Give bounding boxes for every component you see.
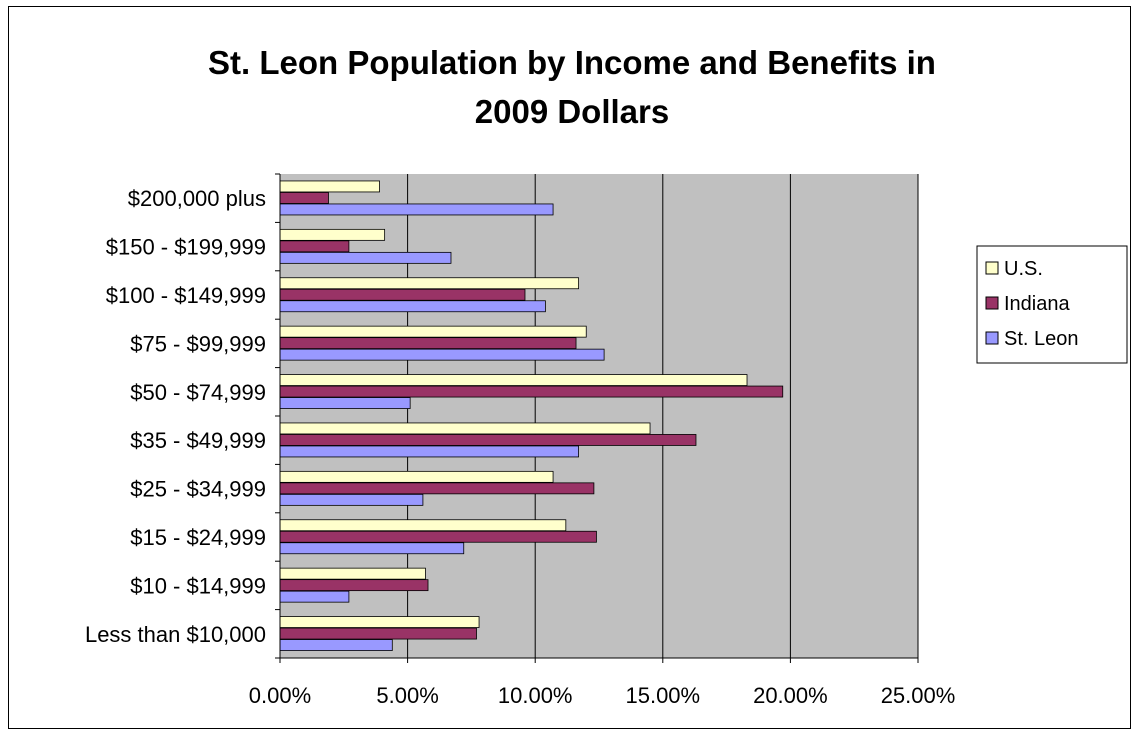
bar-indiana-5 [279, 434, 697, 446]
category-label-9: Less than $10,000 [85, 622, 266, 647]
bar-st-leon-0 [279, 203, 554, 216]
legend-box [976, 245, 1128, 364]
legend-swatch-0 [985, 261, 999, 275]
legend-label-2: St. Leon [1004, 328, 1079, 350]
category-label-6: $25 - $34,999 [130, 477, 266, 502]
x-tick-label-2: 10.00% [498, 683, 573, 708]
bar-st-leon-3 [279, 348, 605, 361]
chart-frame: St. Leon Population by Income and Benefi… [8, 6, 1131, 729]
category-label-0: $200,000 plus [128, 186, 266, 211]
bar-u-s--9 [279, 616, 480, 628]
category-label-5: $35 - $49,999 [130, 428, 266, 453]
x-tick-label-1: 5.00% [376, 683, 438, 708]
bar-st-leon-6 [279, 493, 424, 506]
bar-indiana-1 [279, 240, 350, 253]
legend-label-0: U.S. [1004, 258, 1043, 280]
bar-st-leon-8 [279, 590, 350, 603]
x-tick-label-0: 0.00% [249, 683, 311, 708]
chart-title-line-2: 2009 Dollars [475, 93, 669, 130]
bar-u-s--8 [279, 567, 426, 580]
bar-indiana-8 [279, 579, 429, 592]
bar-u-s--6 [279, 470, 554, 483]
bar-u-s--7 [279, 519, 567, 532]
x-tick-label-4: 20.00% [753, 683, 828, 708]
category-label-8: $10 - $14,999 [130, 573, 266, 598]
chart-title-line-1: St. Leon Population by Income and Benefi… [208, 44, 936, 81]
bar-st-leon-2 [279, 300, 546, 313]
legend-swatch-1 [985, 296, 999, 310]
bar-indiana-7 [279, 530, 597, 543]
bar-indiana-6 [279, 482, 595, 495]
bar-st-leon-9 [279, 639, 393, 651]
bar-u-s--0 [279, 180, 380, 193]
bar-u-s--2 [279, 277, 579, 290]
bar-chart: St. Leon Population by Income and Benefi… [85, 44, 1128, 708]
x-tick-label-3: 15.00% [625, 683, 700, 708]
bar-st-leon-5 [279, 445, 579, 458]
category-label-2: $100 - $149,999 [106, 283, 266, 308]
legend-swatch-2 [985, 331, 999, 345]
category-label-4: $50 - $74,999 [130, 380, 266, 405]
category-label-3: $75 - $99,999 [130, 331, 266, 356]
bar-indiana-0 [279, 192, 329, 204]
category-label-1: $150 - $199,999 [106, 235, 266, 260]
category-label-7: $15 - $24,999 [130, 525, 266, 550]
bar-u-s--1 [279, 228, 386, 241]
bar-indiana-2 [279, 288, 526, 301]
bar-indiana-3 [279, 337, 577, 350]
bar-st-leon-4 [279, 397, 411, 409]
bar-u-s--4 [279, 374, 748, 386]
bar-st-leon-1 [279, 251, 452, 264]
bar-indiana-9 [279, 627, 477, 640]
bar-st-leon-7 [279, 542, 465, 555]
bar-u-s--5 [279, 422, 651, 435]
legend-label-1: Indiana [1004, 293, 1070, 315]
x-tick-label-5: 25.00% [881, 683, 956, 708]
bar-indiana-4 [279, 385, 784, 398]
bar-u-s--3 [279, 325, 587, 338]
